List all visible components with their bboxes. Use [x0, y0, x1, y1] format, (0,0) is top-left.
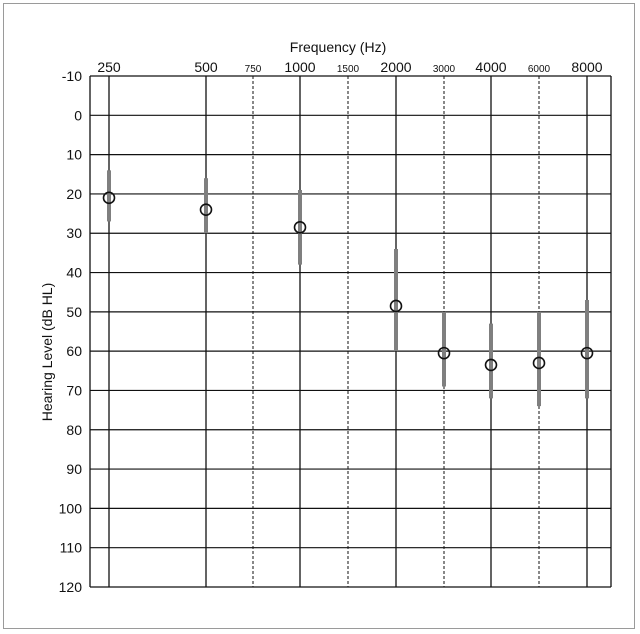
x-tick-label: 2000: [380, 59, 411, 75]
x-tick-label: 500: [194, 59, 218, 75]
y-axis-title: Hearing Level (dB HL): [39, 283, 55, 422]
x-tick-label: 250: [97, 59, 121, 75]
y-tick-label: 30: [66, 225, 82, 241]
grid-lines: [90, 76, 611, 587]
y-tick-label: 0: [74, 107, 82, 123]
y-tick-label: 70: [66, 382, 82, 398]
y-tick-label: -10: [62, 68, 82, 84]
x-tick-label: 6000: [528, 64, 551, 75]
x-axis-title: Frequency (Hz): [290, 39, 386, 55]
y-tick-label: 20: [66, 186, 82, 202]
y-tick-label: 120: [59, 579, 83, 595]
x-tick-label: 4000: [475, 59, 506, 75]
y-tick-label: 60: [66, 343, 82, 359]
x-tick-label: 8000: [571, 59, 602, 75]
x-tick-label: 1000: [284, 59, 315, 75]
y-tick-label: 100: [59, 500, 83, 516]
x-tick-label: 1500: [337, 64, 360, 75]
y-tick-label: 50: [66, 304, 82, 320]
x-tick-label: 3000: [433, 64, 456, 75]
y-tick-label: 90: [66, 461, 82, 477]
y-tick-label: 40: [66, 265, 82, 281]
y-tick-label: 80: [66, 422, 82, 438]
y-tick-label: 10: [66, 147, 82, 163]
y-tick-label: 110: [60, 540, 83, 556]
x-tick-label: 750: [245, 64, 262, 75]
tick-labels: -10 0 10 20 30 40 50 60 70 80 90 100 110 120 250 500 750…: [59, 59, 603, 595]
